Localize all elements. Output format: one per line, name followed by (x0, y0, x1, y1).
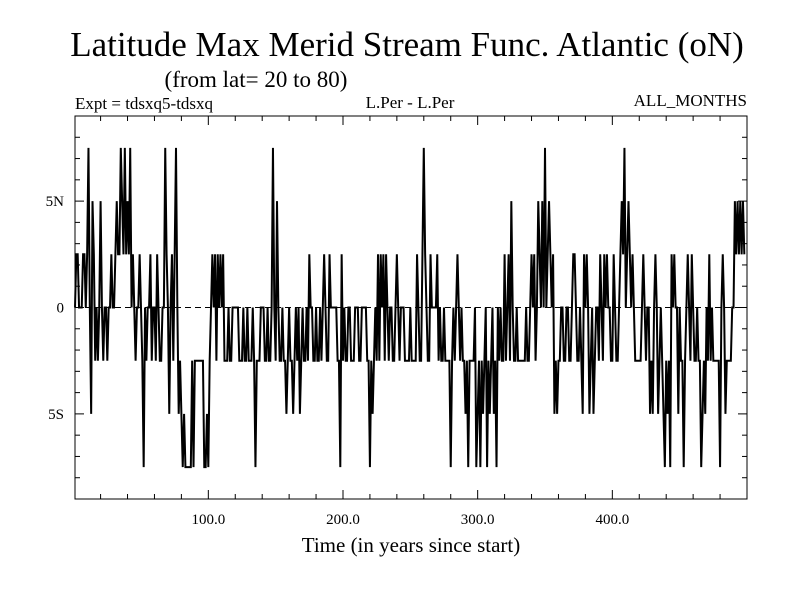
y-tick-label: 5S (48, 407, 64, 423)
x-minor-ticks (100, 116, 721, 499)
x-axis-label: Time (in years since start) (302, 533, 521, 557)
x-tick-label: 300.0 (461, 512, 495, 528)
y-minor-ticks (75, 115, 747, 500)
expt-label: Expt = tdsxq5-tdsxq (75, 94, 214, 113)
x-tick-label: 100.0 (191, 512, 225, 528)
x-tick-label: 400.0 (595, 512, 629, 528)
x-axis: 100.0 200.0 300.0 400.0 (191, 116, 629, 528)
x-tick-label: 200.0 (326, 512, 360, 528)
y-axis: 5N 0 5S (46, 194, 747, 423)
chart-title: Latitude Max Merid Stream Func. Atlantic… (70, 25, 744, 64)
y-tick-label: 5N (46, 194, 65, 210)
series-line (74, 147, 746, 469)
chart-subtitle: (from lat= 20 to 80) (165, 67, 348, 92)
center-label: L.Per - L.Per (366, 93, 455, 112)
right-label: ALL_MONTHS (634, 91, 747, 110)
y-tick-label: 0 (57, 301, 65, 317)
